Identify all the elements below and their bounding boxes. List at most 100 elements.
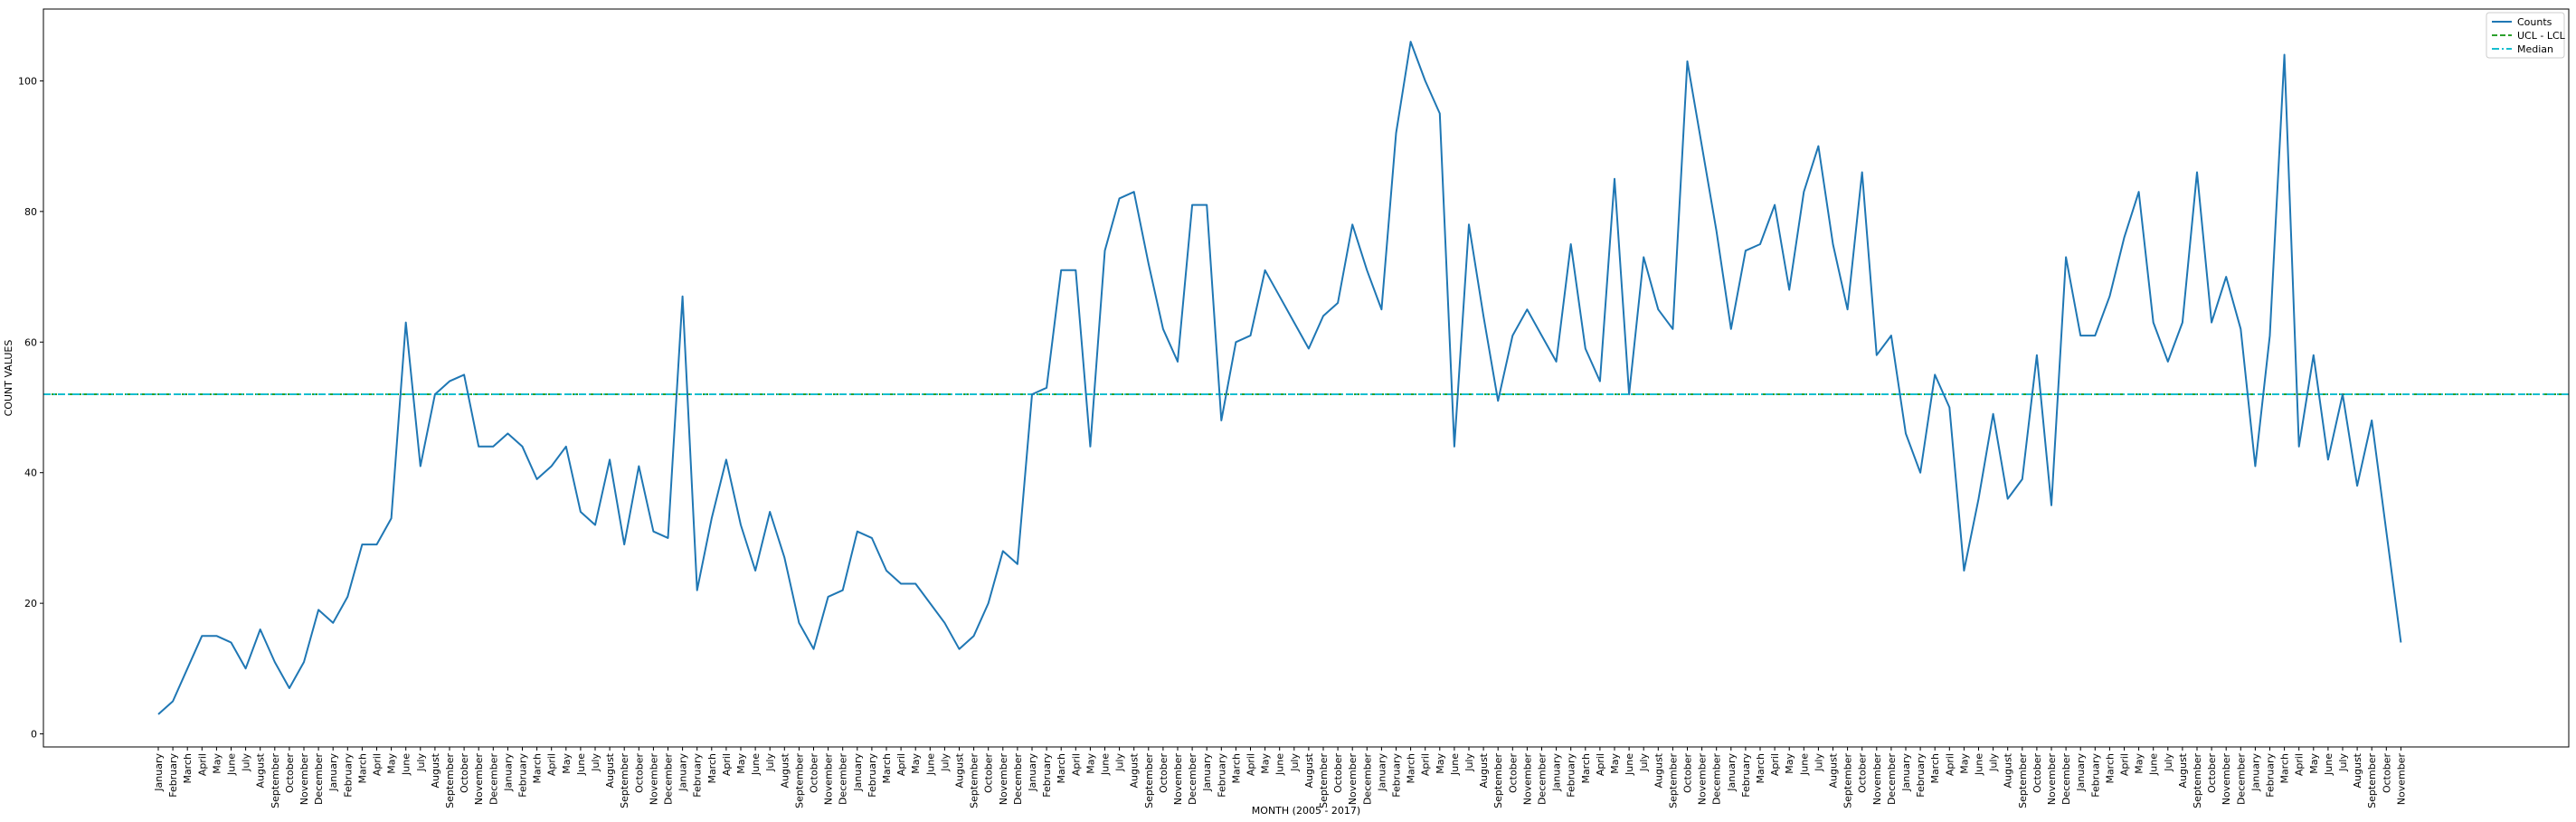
x-tick-label: August [1129,752,1141,788]
x-tick-label: August [2352,752,2363,788]
x-tick-label: September [1143,753,1155,808]
x-tick-label: January [502,753,514,792]
x-tick-label: December [1537,753,1548,806]
x-tick-label: November [648,753,659,806]
x-tick-label: July [1988,753,2000,772]
x-tick-label: November [2046,753,2058,806]
x-tick-label: October [1332,753,1344,793]
x-tick-label: December [1361,753,1373,806]
y-tick-label: 60 [24,336,37,348]
x-tick-label: February [867,753,878,798]
x-tick-label: May [2308,753,2320,774]
x-tick-label: January [1551,753,1563,792]
x-tick-label: July [2337,753,2349,772]
x-tick-label: March [356,753,368,784]
legend-label-ucl-lcl: UCL - LCL [2517,30,2566,42]
legend-box [2486,12,2565,59]
x-tick-label: October [2031,753,2043,793]
x-tick-label: January [1900,753,1912,792]
x-tick-label: November [998,753,1009,806]
x-tick-label: July [1289,753,1301,772]
x-tick-label: October [459,753,470,793]
x-tick-label: November [823,753,835,806]
x-tick-label: November [1697,753,1709,806]
x-tick-label: October [1857,753,1869,793]
legend: Counts UCL - LCL Median [2486,12,2566,59]
x-tick-label: March [1056,753,1067,784]
x-tick-label: June [1100,753,1112,776]
x-tick-label: December [313,753,325,806]
x-tick-label: June [575,753,587,776]
x-tick-label: December [2060,753,2072,806]
x-tick-label: January [327,753,339,792]
x-tick-label: March [182,753,194,784]
x-tick-label: May [1084,753,1096,774]
x-tick-label: November [1172,753,1184,806]
x-tick-label: May [211,753,223,774]
x-tick-label: February [1041,753,1053,798]
x-tick-label: July [590,753,601,772]
x-tick-label: October [2381,753,2392,793]
x-tick-label: September [2366,753,2378,808]
x-tick-label: September [793,753,805,808]
x-tick-label: March [1230,753,1242,784]
y-tick-label: 0 [31,729,37,741]
x-tick-label: February [1740,753,1752,798]
x-tick-label: September [2017,753,2029,808]
x-tick-label: August [954,752,966,788]
x-tick-label: August [1828,752,1840,788]
x-tick-label: February [2265,753,2277,798]
x-tick-label: August [255,752,267,788]
x-tick-label: September [2192,753,2203,808]
series-line-counts [157,41,2402,715]
x-tick-label: November [1521,753,1533,806]
x-tick-label: September [1842,753,1854,808]
x-tick-label: January [1376,753,1387,792]
x-tick-label: June [1974,753,1985,776]
plot-area [43,41,2569,715]
x-tick-label: August [1303,752,1315,788]
x-tick-label: September [444,753,456,808]
x-tick-label: September [1667,753,1679,808]
x-tick-label: February [1915,753,1927,798]
x-tick-label: July [1463,753,1475,772]
x-tick-label: April [546,753,558,776]
x-tick-label: May [1784,753,1795,774]
legend-label-counts: Counts [2517,16,2552,28]
x-tick-label: June [1449,753,1461,776]
x-tick-label: March [2279,753,2291,784]
x-tick-label: March [2104,753,2116,784]
x-tick-label: August [430,752,441,788]
x-tick-label: June [2323,753,2334,776]
x-tick-label: October [633,753,645,793]
x-tick-label: February [517,753,529,798]
x-tick-label: May [561,753,573,774]
x-tick-label: December [1711,753,1723,806]
x-tick-label: October [1682,753,1694,793]
x-tick-label: February [2089,753,2101,798]
x-tick-label: December [1187,753,1198,806]
x-tick-label: June [1798,753,1810,776]
x-tick-label: February [167,753,179,798]
x-tick-label: April [1944,753,1956,776]
x-tick-label: March [1580,753,1592,784]
x-tick-label: December [488,753,499,806]
x-tick-label: May [2134,753,2145,774]
x-tick-label: June [924,753,936,776]
x-tick-label: January [1027,753,1038,792]
y-axis-label: COUNT VALUES [3,340,14,417]
x-tick-label: June [1274,753,1286,776]
x-tick-label: April [2119,753,2131,776]
x-tick-label: June [401,753,412,776]
x-tick-label: February [1216,753,1227,798]
x-tick-label: December [663,753,675,806]
x-tick-label: August [1478,752,1490,788]
x-tick-label: November [2395,753,2407,806]
x-tick-label: September [1492,753,1504,808]
x-tick-label: March [1929,753,1941,784]
x-tick-label: August [2177,752,2189,788]
x-tick-label: August [2003,752,2014,788]
x-tick-label: June [226,753,238,776]
x-tick-label: July [939,753,951,772]
legend-label-median: Median [2517,43,2553,55]
